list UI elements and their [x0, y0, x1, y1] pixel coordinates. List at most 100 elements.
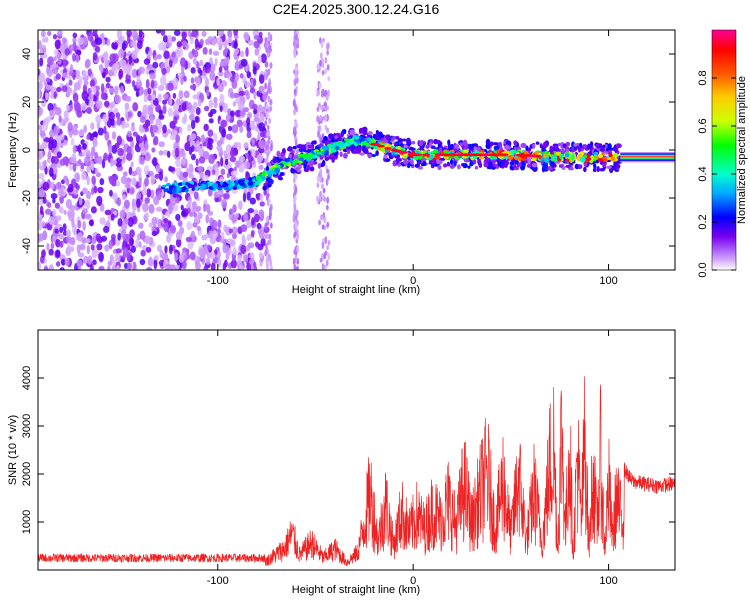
spectrum-cell [264, 61, 269, 68]
spectrum-cell [216, 37, 223, 46]
spectrum-cell [186, 101, 193, 111]
spectrum-cell [193, 212, 197, 218]
spectrum-cell [237, 142, 242, 151]
spectrum-cell [55, 261, 61, 267]
spectrum-cell [606, 165, 612, 169]
spectrum-cell [139, 156, 145, 165]
spectrum-cell [90, 244, 95, 251]
spectrum-cell [82, 71, 88, 78]
spectrum-cell [327, 239, 331, 246]
spectrogram-xlabel: Height of straight line (km) [292, 284, 420, 296]
spectrum-cell [467, 165, 471, 169]
spectrum-cell [130, 139, 135, 149]
spectrum-cell [99, 64, 104, 73]
spectrum-cell [258, 113, 265, 123]
spectrum-cell [85, 213, 92, 220]
spectrum-cell [321, 183, 324, 190]
spectrum-cell [299, 156, 304, 162]
spectrum-cell [390, 148, 398, 152]
spectrum-cell [227, 30, 232, 38]
spectrum-cell [292, 99, 296, 107]
spectrum-cell [43, 266, 49, 270]
spectrum-cell [251, 159, 256, 165]
spectrum-cell [364, 142, 371, 147]
spectrum-model-band [620, 153, 675, 155]
spectrum-cell [217, 219, 222, 229]
spectrum-cell [550, 163, 557, 168]
spectrum-cell [155, 206, 163, 212]
spectrum-cell [61, 85, 68, 93]
spectrum-cell [51, 67, 59, 75]
spectrum-cell [498, 141, 503, 148]
spectrum-cell [248, 176, 253, 182]
spectrum-cell [97, 186, 104, 194]
spectrum-cell [246, 117, 251, 126]
spectrum-cell [163, 50, 170, 60]
spectrum-cell [204, 66, 211, 74]
spectrum-cell [269, 62, 273, 69]
spectrum-cell [294, 185, 298, 194]
spectrum-cell [456, 164, 461, 170]
spectrum-cell [75, 69, 81, 80]
spectrum-cell [105, 76, 111, 83]
spectrum-cell [167, 107, 173, 117]
spectrum-cell [83, 80, 89, 86]
spectrum-cell [85, 190, 92, 200]
spectrum-cell [504, 160, 509, 167]
spectrum-cell [257, 54, 262, 64]
spectrum-cell [77, 264, 82, 270]
spectrum-cell [177, 182, 183, 186]
spectrum-cell [101, 235, 108, 242]
spectrum-cell [327, 253, 331, 261]
spectrum-cell [143, 58, 151, 65]
spectrum-cell [140, 146, 147, 156]
spectrum-cell [38, 233, 42, 243]
spectrum-cell [77, 220, 82, 229]
spectrum-cell [268, 254, 272, 262]
spectrum-cell [205, 203, 211, 214]
y-tick-label: 20 [21, 96, 33, 108]
spectrum-cell [324, 57, 328, 64]
spectrum-cell [87, 255, 93, 266]
spectrum-cell [327, 174, 330, 181]
spectrum-cell [166, 150, 171, 158]
spectrum-cell [326, 49, 330, 56]
spectrum-cell [211, 230, 218, 239]
spectrum-cell [453, 160, 457, 167]
spectrum-cell [191, 187, 195, 191]
spectrum-cell [38, 89, 41, 99]
spectrum-cell [219, 237, 226, 244]
spectrum-cell [158, 150, 164, 156]
spectrum-cell [256, 222, 262, 230]
spectrum-cell [266, 233, 269, 239]
spectrum-cell [87, 108, 92, 115]
spectrum-cell [123, 199, 130, 209]
spectrum-cell [230, 170, 238, 177]
spectrum-cell [229, 156, 237, 163]
spectrum-cell [264, 250, 268, 256]
spectrum-cell [349, 129, 356, 136]
spectrum-cell [367, 131, 373, 136]
spectrum-cell [369, 142, 380, 146]
spectrum-cell [60, 258, 66, 266]
spectrum-cell [201, 250, 206, 259]
spectrum-cell [129, 229, 135, 238]
spectrum-cell [319, 52, 323, 60]
spectrum-cell [81, 90, 89, 101]
spectrum-cell [175, 158, 181, 168]
spectrum-cell [195, 107, 201, 116]
spectrum-model-band [620, 160, 675, 163]
spectrum-cell [139, 258, 146, 266]
spectrum-cell [127, 217, 134, 228]
spectrum-cell [152, 61, 159, 69]
y-tick-label: -40 [21, 238, 33, 254]
spectrum-cell [78, 129, 85, 137]
spectrum-cell [128, 166, 133, 176]
spectrum-cell [72, 32, 78, 39]
spectrum-cell [258, 178, 263, 183]
spectrum-cell [47, 202, 52, 208]
spectrum-cell [316, 182, 320, 188]
spectrum-cell [521, 154, 531, 157]
spectrum-cell [267, 239, 270, 246]
